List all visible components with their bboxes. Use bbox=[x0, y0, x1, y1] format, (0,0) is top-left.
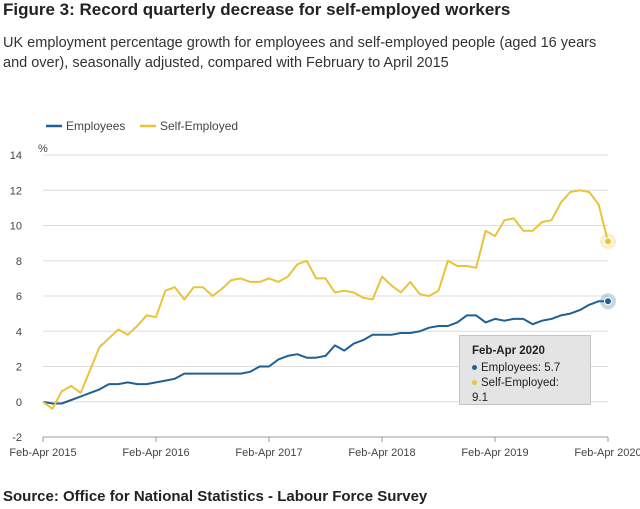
legend-label-self-employed: Self-Employed bbox=[160, 119, 238, 133]
tooltip-title: Feb-Apr 2020 bbox=[472, 345, 545, 357]
tooltip-value-employees: Employees: 5.7 bbox=[481, 362, 561, 374]
y-tick-label: 2 bbox=[16, 362, 22, 374]
end-marker-employees[interactable] bbox=[604, 297, 612, 306]
source-note: Source: Office for National Statistics -… bbox=[3, 488, 428, 505]
tooltip-row-employees: Employees: 5.7 bbox=[472, 361, 578, 376]
end-marker-self-employed[interactable] bbox=[604, 237, 612, 246]
series-lines bbox=[42, 189, 609, 410]
series-line-employees bbox=[42, 300, 608, 405]
x-tick-label: Feb-Apr 2018 bbox=[348, 447, 415, 459]
tooltip-dot-employees bbox=[472, 365, 477, 371]
y-tick-label: -2 bbox=[12, 432, 22, 444]
tooltip-dot-self-employed bbox=[472, 380, 477, 386]
series-line-self-employed bbox=[42, 189, 609, 410]
y-tick-label: 12 bbox=[10, 185, 22, 197]
y-tick-label: 10 bbox=[10, 221, 22, 233]
chart-title: Figure 3: Record quarterly decrease for … bbox=[3, 0, 511, 19]
x-tick-label: Feb-Apr 2019 bbox=[461, 447, 528, 459]
x-tick-label: Feb-Apr 2015 bbox=[9, 447, 76, 459]
y-tick-label: 0 bbox=[16, 397, 22, 409]
x-axis-ticks: Feb-Apr 2015 Feb-Apr 2016 Feb-Apr 2017 Feb-… bbox=[9, 437, 640, 459]
end-markers bbox=[600, 233, 616, 310]
y-axis-unit-label: % bbox=[38, 143, 48, 155]
y-tick-label: 6 bbox=[16, 291, 22, 303]
tooltip-value-self-employed: Self-Employed: 9.1 bbox=[472, 377, 559, 404]
y-tick-label: 4 bbox=[16, 326, 22, 338]
y-tick-label: 14 bbox=[10, 150, 22, 162]
x-tick-label: Feb-Apr 2020 bbox=[574, 447, 640, 459]
legend-label-employees: Employees bbox=[66, 119, 125, 133]
x-tick-label: Feb-Apr 2016 bbox=[122, 447, 189, 459]
y-tick-label: 8 bbox=[16, 256, 22, 268]
tooltip-row-self-employed: Self-Employed: 9.1 bbox=[472, 376, 578, 406]
chart-legend: Employees Self-Employed bbox=[46, 119, 238, 133]
x-tick-label: Feb-Apr 2017 bbox=[235, 447, 302, 459]
y-axis-ticks: -2 0 2 4 6 8 10 12 14 bbox=[10, 150, 22, 444]
hover-tooltip: Feb-Apr 2020 Employees: 5.7 Self-Employe… bbox=[459, 335, 591, 405]
chart-subtitle: UK employment percentage growth for empl… bbox=[3, 35, 597, 71]
